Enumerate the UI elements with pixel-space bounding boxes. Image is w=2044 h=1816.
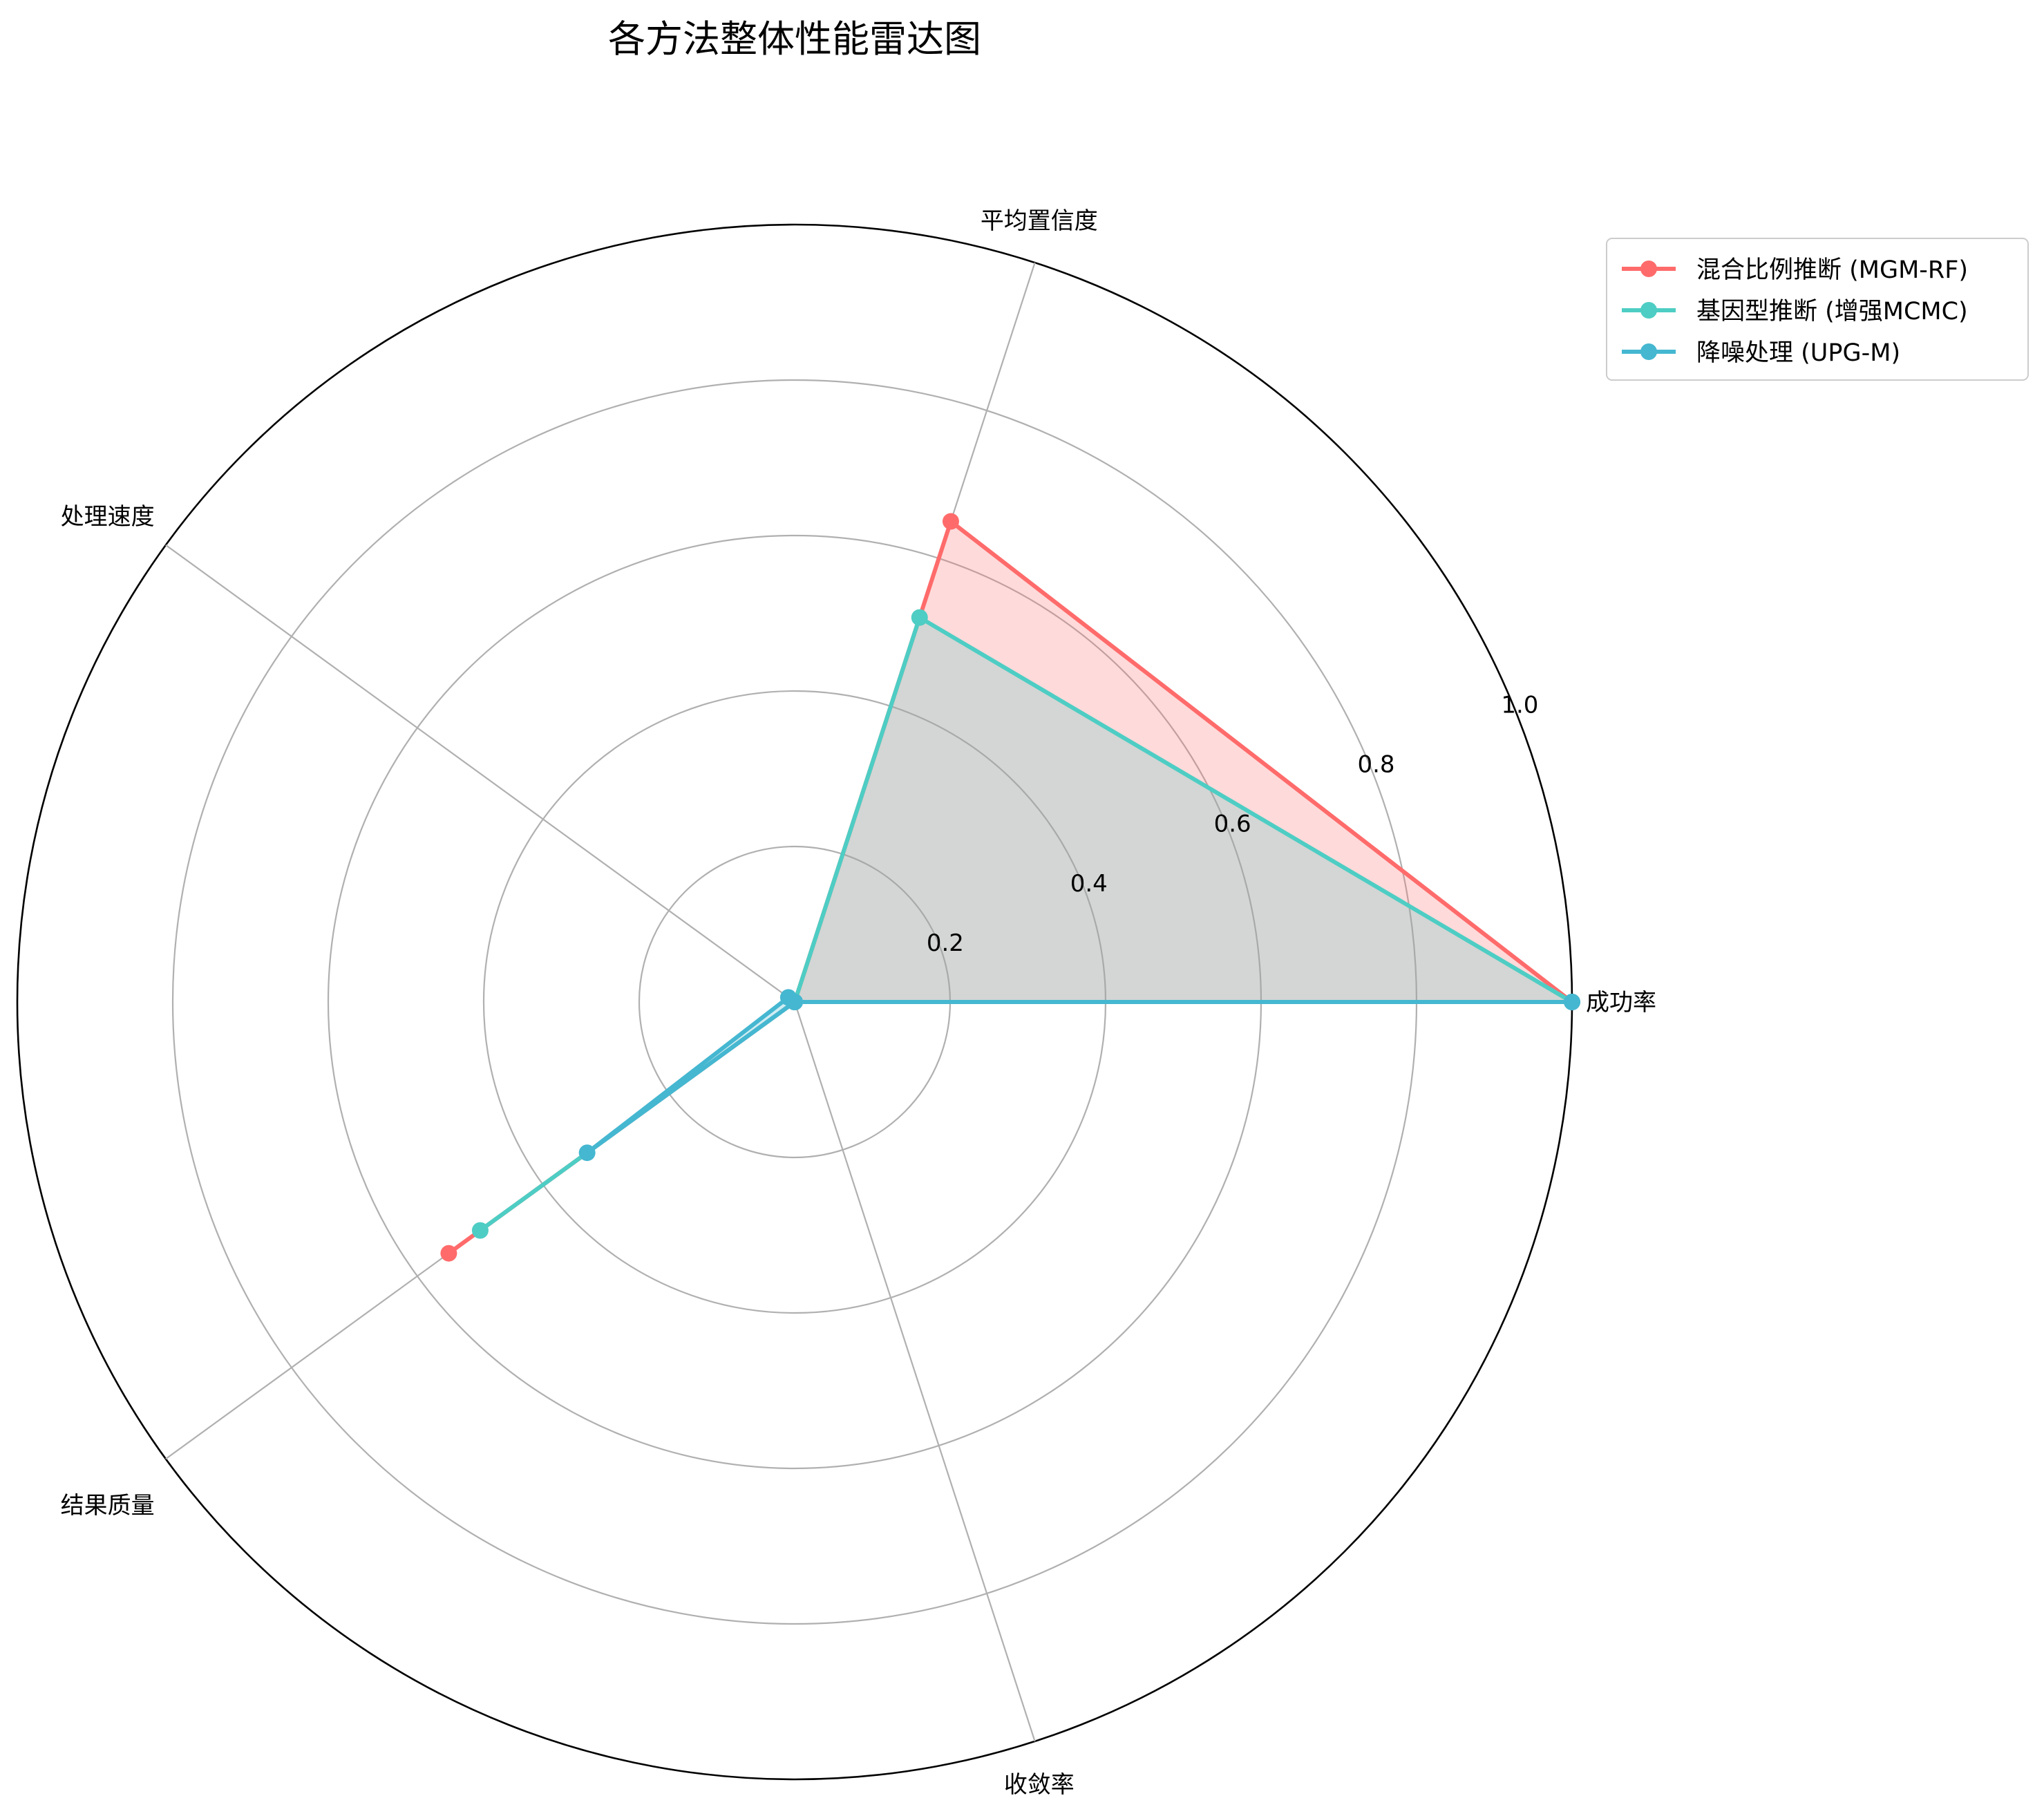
data-point: [578, 1144, 596, 1162]
data-point: [471, 1222, 489, 1239]
series-group: [480, 617, 1572, 1231]
spoke-line: [793, 1001, 1036, 1742]
legend-marker: [1640, 302, 1657, 319]
series-group: [587, 997, 1573, 1153]
legend-label: 降噪处理 (UPG-M): [1696, 339, 1900, 367]
series-line: [585, 995, 1572, 1155]
r-tick-label: 0.2: [927, 929, 964, 957]
axis-label: 结果质量: [61, 1492, 155, 1520]
series-fill: [480, 617, 1572, 1231]
data-point: [440, 1245, 457, 1262]
series-layer: [440, 513, 1580, 1262]
r-tick-label: 0.6: [1214, 811, 1251, 838]
data-point: [1564, 994, 1580, 1010]
series-group: [448, 521, 1572, 1254]
r-tick-label: 0.4: [1070, 870, 1108, 898]
series-fill: [587, 997, 1573, 1153]
legend-marker: [1640, 343, 1657, 360]
data-point: [911, 609, 928, 626]
axis-label: 成功率: [1586, 989, 1656, 1016]
r-tick-label: 0.8: [1357, 751, 1394, 779]
legend: 混合比例推断 (MGM-RF) 基因型推断 (增强MCMC) 降噪处理 (UPG-M…: [1606, 238, 2029, 381]
tick-layer: 0.2 0.4 0.6 0.8 1.0: [927, 691, 1539, 956]
legend-item: 降噪处理 (UPG-M): [1622, 339, 1900, 367]
legend-item: 混合比例推断 (MGM-RF): [1622, 256, 1968, 284]
axis-label: 平均置信度: [981, 207, 1098, 235]
r-tick-label: 1.0: [1501, 691, 1538, 719]
data-point: [942, 513, 959, 530]
series-fill: [448, 521, 1572, 1254]
spoke-line: [165, 544, 795, 1003]
axis-label: 收敛率: [1004, 1771, 1075, 1799]
series-line-group: [578, 989, 1580, 1162]
legend-label: 基因型推断 (增强MCMC): [1696, 298, 1968, 325]
data-point: [786, 994, 803, 1010]
axis-label: 处理速度: [61, 503, 155, 531]
legend-box: [1606, 238, 2029, 381]
legend-label: 混合比例推断 (MGM-RF): [1696, 256, 1968, 284]
legend-marker: [1640, 261, 1657, 277]
chart-title: 各方法整体性能雷达图: [608, 17, 981, 61]
legend-item: 基因型推断 (增强MCMC): [1622, 298, 1968, 325]
